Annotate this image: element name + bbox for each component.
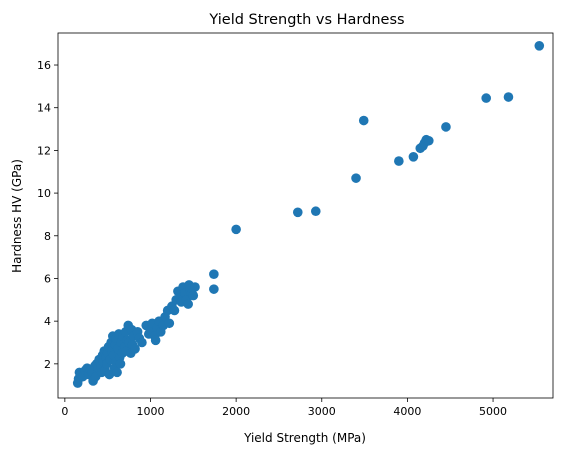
y-axis-ticks: 2 4 6 8 10 12 14 16 <box>37 59 58 371</box>
y-axis-label: Hardness HV (GPa) <box>10 159 24 273</box>
x-tick-label: 3000 <box>308 405 336 418</box>
scatter-point <box>231 224 241 235</box>
scatter-point <box>112 367 122 378</box>
data-points <box>72 41 545 388</box>
scatter-point <box>164 318 175 329</box>
y-tick-label: 12 <box>37 144 51 157</box>
scatter-point <box>183 299 193 309</box>
y-tick-label: 16 <box>37 59 51 72</box>
scatter-point <box>534 41 545 51</box>
x-tick-label: 2000 <box>222 405 250 418</box>
y-tick-label: 10 <box>37 187 51 200</box>
scatter-point <box>209 269 219 279</box>
scatter-point <box>169 305 180 316</box>
scatter-point <box>150 335 161 346</box>
scatter-point <box>115 359 126 369</box>
scatter-point <box>424 135 434 146</box>
scatter-point <box>188 290 199 301</box>
y-tick-label: 6 <box>44 272 51 285</box>
x-tick-label: 5000 <box>479 405 507 418</box>
x-tick-label: 4000 <box>393 405 421 418</box>
scatter-point <box>358 115 369 126</box>
scatter-point <box>130 344 140 354</box>
scatter-point <box>481 93 492 103</box>
scatter-point <box>209 284 219 294</box>
y-tick-label: 4 <box>44 315 51 328</box>
chart-title: Yield Strength vs Hardness <box>208 12 404 28</box>
scatter-point <box>104 369 115 380</box>
x-tick-label: 1000 <box>136 405 164 418</box>
y-tick-label: 2 <box>44 358 51 371</box>
scatter-point <box>351 173 361 183</box>
scatter-point <box>394 156 404 166</box>
scatter-point <box>408 152 419 162</box>
scatter-point <box>292 207 303 218</box>
scatter-point <box>137 337 147 348</box>
scatter-point <box>441 122 451 132</box>
x-axis-label: Yield Strength (MPa) <box>243 431 366 445</box>
scatter-point <box>310 206 321 217</box>
y-tick-label: 14 <box>37 102 51 115</box>
y-tick-label: 8 <box>44 230 51 243</box>
scatter-point <box>503 92 514 102</box>
x-tick-label: 0 <box>61 405 68 418</box>
x-axis-ticks: 0 1000 2000 3000 4000 5000 <box>61 398 507 418</box>
scatter-point <box>190 282 200 292</box>
